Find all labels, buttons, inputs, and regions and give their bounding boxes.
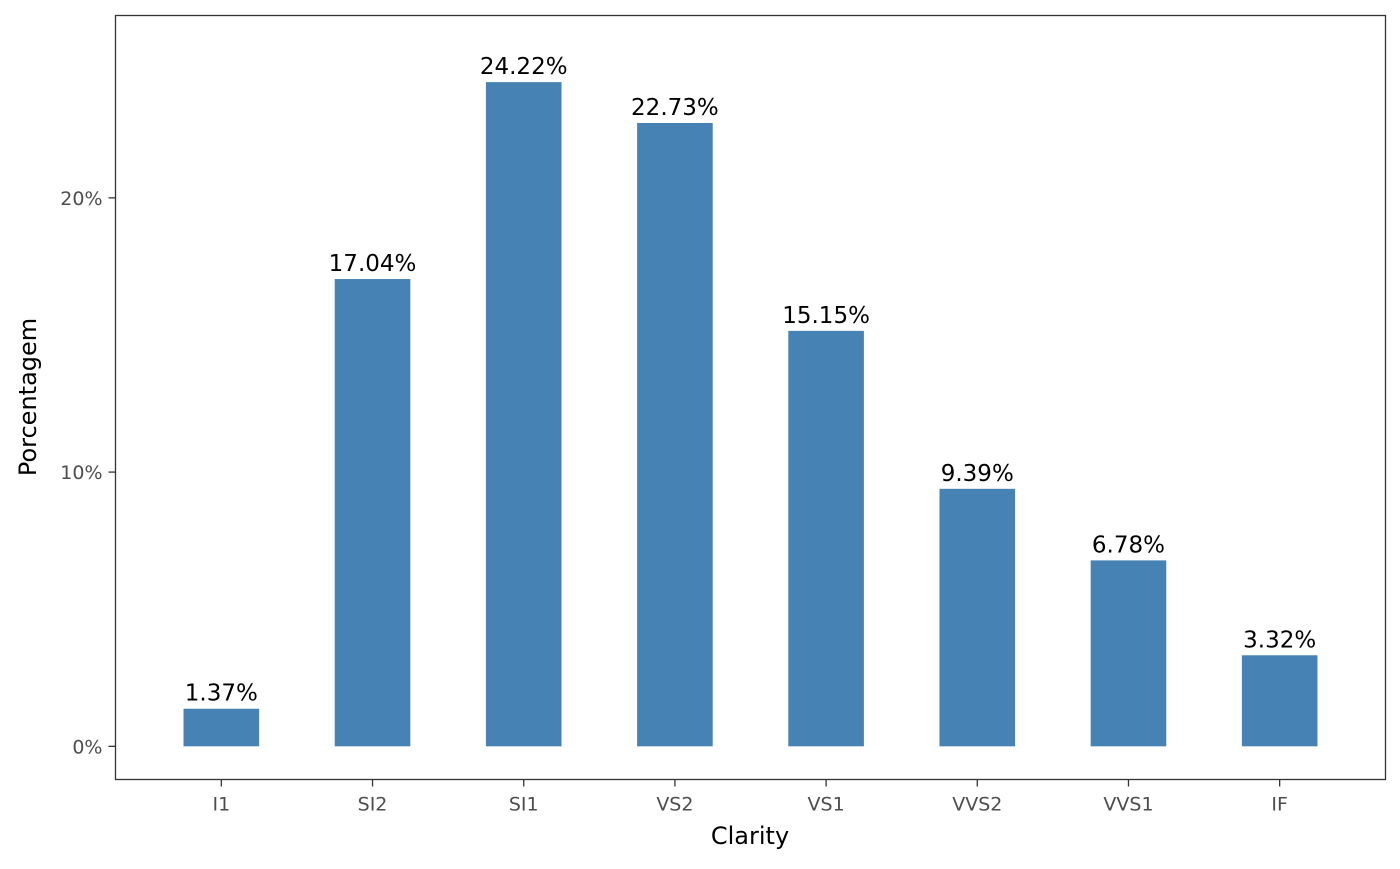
- y-axis: 0% 10% 20%: [60, 188, 116, 758]
- x-tick-label-vvs1: VVS1: [1103, 794, 1153, 816]
- data-label-si2: 17.04%: [329, 251, 417, 277]
- y-tick-label: 10%: [60, 462, 102, 484]
- x-tick-label-si2: SI2: [358, 794, 388, 816]
- y-axis-title: Porcentagem: [14, 318, 42, 476]
- panel-border: [114, 14, 1387, 781]
- x-axis-title: Clarity: [711, 822, 789, 850]
- bar-si2: [334, 279, 411, 747]
- bars-layer: [183, 82, 1318, 747]
- x-tick-label-si1: SI1: [509, 794, 539, 816]
- data-label-if: 3.32%: [1243, 627, 1316, 653]
- x-tick-label-vs1: VS1: [808, 794, 845, 816]
- x-axis: I1 SI2 SI1 VS2 VS1 VVS2 VVS1 IF: [212, 779, 1288, 816]
- bar-vs1: [788, 330, 864, 747]
- data-labels-layer: 1.37% 17.04% 24.22% 22.73% 15.15% 9.39% 6.78% 3…: [185, 54, 1316, 707]
- y-tick-label: 20%: [60, 188, 102, 210]
- x-tick-label-if: IF: [1271, 794, 1288, 816]
- data-label-vvs1: 6.78%: [1092, 532, 1165, 558]
- y-tick-label: 0%: [72, 736, 102, 758]
- data-label-vs2: 22.73%: [631, 95, 719, 121]
- bar-if: [1241, 655, 1318, 747]
- bar-si1: [485, 82, 562, 747]
- panel-background: [115, 15, 1386, 780]
- bar-vvs1: [1090, 560, 1167, 747]
- data-label-vs1: 15.15%: [782, 303, 870, 329]
- x-tick-label-vs2: VS2: [656, 794, 693, 816]
- x-tick-label-vvs2: VVS2: [952, 794, 1002, 816]
- data-label-i1: 1.37%: [185, 681, 258, 707]
- bar-vvs2: [939, 488, 1016, 747]
- data-label-si1: 24.22%: [480, 54, 568, 80]
- data-label-vvs2: 9.39%: [941, 461, 1014, 487]
- bar-i1: [183, 708, 260, 747]
- bar-vs2: [637, 122, 713, 747]
- x-tick-label-i1: I1: [212, 794, 230, 816]
